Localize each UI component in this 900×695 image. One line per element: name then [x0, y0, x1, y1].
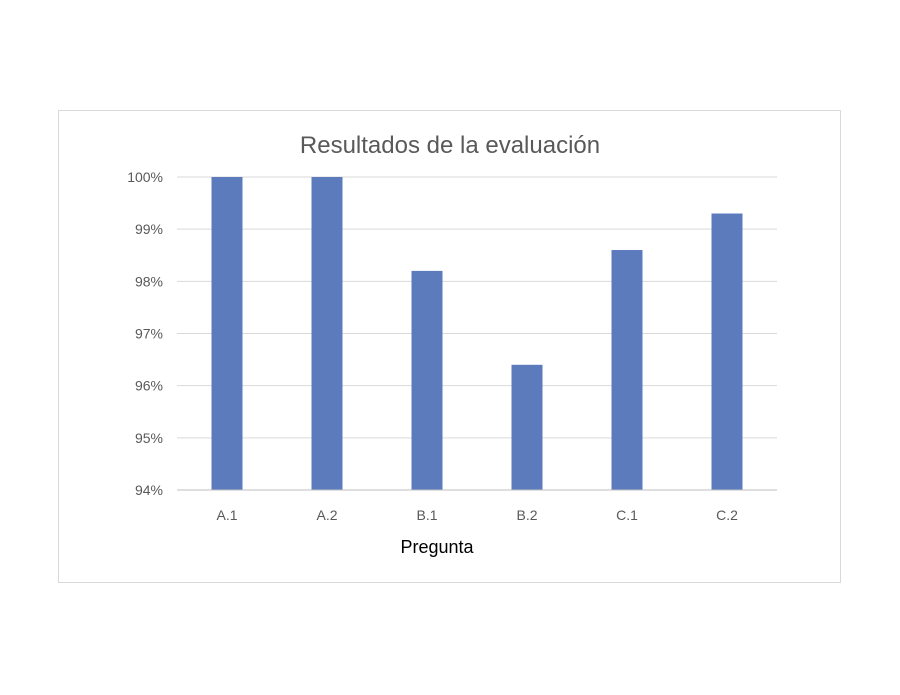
y-axis-ticks: 94% 95% 96% 97% 98% 99% 100% — [127, 169, 163, 498]
y-tick-label: 97% — [135, 326, 163, 342]
y-tick-label: 95% — [135, 430, 163, 446]
bar-chart: Resultados de la evaluación 94% 95% 96% 97%… — [127, 132, 777, 557]
y-tick-label: 98% — [135, 273, 163, 289]
x-tick-label: A.1 — [216, 507, 237, 523]
y-tick-label: 100% — [127, 169, 163, 185]
x-tick-label: B.2 — [516, 507, 537, 523]
bar — [511, 364, 543, 490]
bars — [211, 177, 743, 490]
gridlines — [177, 176, 777, 439]
chart-title: Resultados de la evaluación — [300, 132, 600, 159]
x-tick-label: C.1 — [616, 507, 638, 523]
y-tick-label: 99% — [135, 221, 163, 237]
x-tick-label: A.2 — [316, 507, 337, 523]
y-tick-label: 96% — [135, 378, 163, 394]
bar — [211, 177, 243, 490]
x-axis-ticks: A.1 A.2 B.1 B.2 C.1 C.2 — [216, 507, 738, 523]
x-tick-label: C.2 — [716, 507, 738, 523]
bar — [711, 213, 743, 490]
y-tick-label: 94% — [135, 482, 163, 498]
bar — [611, 250, 643, 490]
bar — [311, 177, 343, 490]
x-axis-title: Pregunta — [400, 537, 474, 557]
bar — [411, 270, 443, 490]
chart-frame: Resultados de la evaluación 94% 95% 96% 97%… — [58, 110, 841, 583]
x-tick-label: B.1 — [416, 507, 437, 523]
